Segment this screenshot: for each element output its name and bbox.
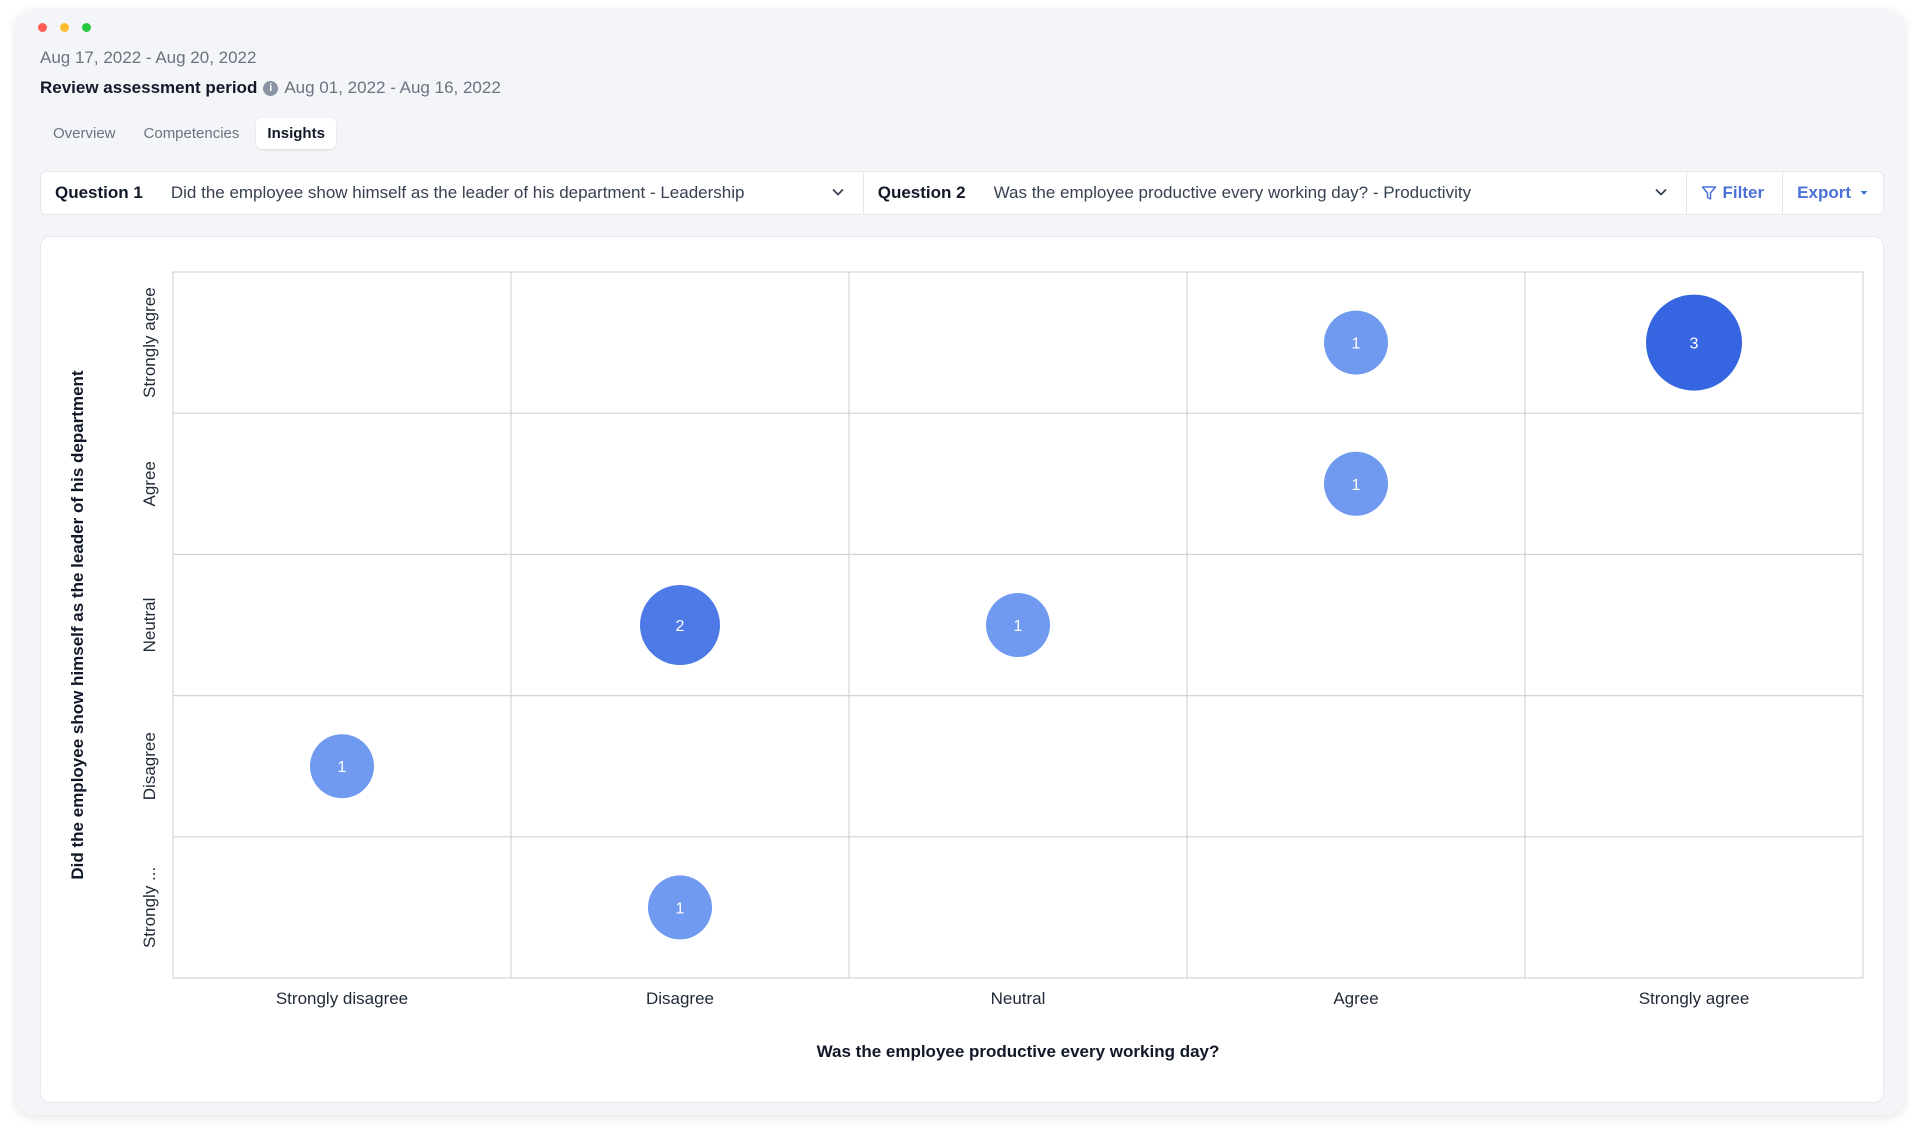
data-bubble (640, 585, 720, 665)
x-axis-title: Was the employee productive every workin… (817, 1042, 1220, 1061)
window-controls (38, 23, 91, 32)
question-toolbar: Question 1 Did the employee show himself… (40, 171, 1884, 215)
chart-grid-border (172, 271, 1864, 979)
review-period-label: Review assessment period (40, 78, 258, 97)
x-tick-label: Strongly disagree (276, 989, 408, 1008)
date-range: Aug 17, 2022 - Aug 20, 2022 (40, 48, 257, 67)
y-tick-label: Agree (140, 461, 159, 506)
x-tick-label: Neutral (991, 989, 1046, 1008)
data-bubble (310, 734, 374, 799)
tab-insights[interactable]: Insights (256, 118, 336, 149)
x-tick-label: Strongly agree (1639, 989, 1750, 1008)
insights-chart-card: Strongly disagree Disagree Neutral Agree Str… (40, 236, 1884, 1103)
x-tick-label: Disagree (646, 989, 714, 1008)
tab-competencies[interactable]: Competencies (143, 125, 240, 142)
y-tick-label: Strongly ... (140, 867, 159, 948)
export-button[interactable]: Export (1783, 183, 1883, 203)
export-button-label: Export (1797, 183, 1851, 202)
filter-button-label: Filter (1722, 183, 1765, 202)
question-2-label: Question 2 (877, 183, 966, 202)
data-bubble-label: 1 (338, 759, 347, 776)
y-tick-label: Strongly agree (140, 287, 159, 398)
question-1-label: Question 1 (55, 183, 143, 202)
data-bubble-label: 2 (676, 618, 685, 635)
info-icon[interactable]: i (263, 80, 279, 96)
data-bubble-label: 3 (1690, 336, 1699, 353)
data-bubble (1646, 294, 1742, 391)
data-bubble-label: 1 (676, 900, 685, 917)
app-window: Aug 17, 2022 - Aug 20, 2022 Review asses… (16, 10, 1904, 1115)
minimize-window-button[interactable] (60, 23, 69, 32)
filter-icon (1701, 186, 1716, 200)
data-bubble-label: 1 (1352, 477, 1361, 494)
question-1-value: Did the employee show himself as the lea… (170, 183, 745, 202)
data-bubble-label: 1 (1014, 618, 1023, 635)
data-bubble (1324, 310, 1388, 375)
filter-button[interactable]: Filter (1687, 172, 1784, 214)
review-period-value: Aug 01, 2022 - Aug 16, 2022 (284, 78, 501, 97)
y-axis-title: Did the employee show himself as the lea… (68, 370, 87, 880)
review-period: Review assessment period i Aug 01, 2022 … (40, 78, 501, 98)
tab-bar: Overview Competencies Insights (42, 118, 336, 149)
y-tick-label: Disagree (140, 732, 159, 800)
question-2-value: Was the employee productive every workin… (993, 183, 1472, 202)
question-1-select[interactable]: Question 1 Did the employee show himself… (41, 172, 864, 214)
chevron-down-icon (1654, 188, 1667, 196)
data-bubble (986, 593, 1050, 657)
close-window-button[interactable] (38, 23, 47, 32)
chevron-down-icon (832, 188, 844, 196)
data-bubble (1324, 451, 1388, 516)
data-bubble (648, 875, 712, 940)
maximize-window-button[interactable] (82, 23, 91, 32)
caret-down-icon (1860, 191, 1868, 195)
bubble-matrix-chart: Strongly disagree Disagree Neutral Agree Str… (68, 271, 1864, 1061)
x-tick-label: Agree (1333, 989, 1378, 1008)
question-2-select[interactable]: Question 2 Was the employee productive e… (864, 172, 1687, 214)
y-tick-label: Neutral (140, 598, 159, 653)
tab-overview[interactable]: Overview (53, 125, 116, 142)
data-bubble-label: 1 (1352, 336, 1361, 353)
